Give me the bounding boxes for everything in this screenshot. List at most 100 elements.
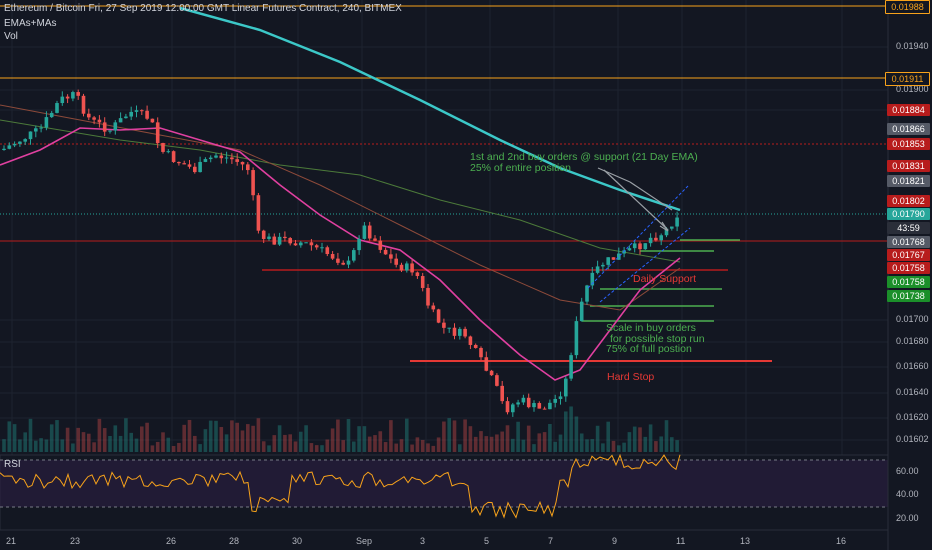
candle-body xyxy=(468,336,473,345)
volume-bar xyxy=(198,444,202,452)
candle-body xyxy=(410,263,414,273)
volume-bar xyxy=(352,441,356,452)
indicator-volume-label[interactable]: Vol xyxy=(4,31,18,42)
candle-body xyxy=(564,378,568,397)
grid xyxy=(0,0,888,530)
candle-body xyxy=(357,238,361,251)
candle-body xyxy=(505,401,510,413)
volume-bar xyxy=(590,439,595,452)
price-tag: 0.01911 xyxy=(885,72,930,86)
volume-bar xyxy=(12,424,17,452)
indicator-emas-label[interactable]: EMAs+MAs xyxy=(4,18,57,29)
volume-bar xyxy=(495,434,499,452)
volume-bar xyxy=(585,439,589,452)
volume-bar xyxy=(601,443,605,452)
volume-bar xyxy=(81,432,86,452)
candle-body xyxy=(352,250,356,261)
candle-body xyxy=(670,226,674,229)
volume-bar xyxy=(632,426,637,452)
annotation-daily-support: Daily Support xyxy=(633,273,697,285)
volume-bar xyxy=(246,424,250,452)
volume-bar xyxy=(134,438,139,452)
volume-bar xyxy=(431,445,436,452)
candle-body xyxy=(113,122,118,131)
volume-bar xyxy=(18,439,22,452)
volume-bar xyxy=(97,418,102,452)
candle-body xyxy=(214,155,218,158)
candle-body xyxy=(65,96,70,99)
volume-bar xyxy=(511,438,515,452)
price-tag: 0.01767 xyxy=(887,249,930,261)
candlesticks xyxy=(2,89,679,417)
time-tick-label: 13 xyxy=(740,536,751,546)
volume-bar xyxy=(145,422,149,452)
volume-bar xyxy=(330,428,335,452)
candle-body xyxy=(166,151,171,153)
price-tag: 0.01988 xyxy=(885,0,930,14)
candle-body xyxy=(399,264,404,271)
rsi-tick-label: 40.00 xyxy=(896,489,919,499)
candle-body xyxy=(415,272,420,277)
candle-body xyxy=(632,243,637,249)
candle-body xyxy=(187,164,192,167)
volume-bar xyxy=(622,442,626,452)
candle-body xyxy=(240,161,245,165)
candle-body xyxy=(675,217,679,227)
candle-body xyxy=(314,245,319,248)
time-tick-label: 26 xyxy=(166,536,177,546)
volume-bar xyxy=(124,418,128,452)
candle-body xyxy=(34,128,38,132)
time-tick-label: Sep xyxy=(356,536,373,546)
level-lines xyxy=(0,5,888,362)
candle-body xyxy=(129,111,133,117)
candle-body xyxy=(277,236,282,245)
volume-bar xyxy=(314,445,319,452)
candle-body xyxy=(659,235,663,241)
volume-bar xyxy=(277,425,282,452)
candle-body xyxy=(579,301,584,322)
volume-bar xyxy=(55,420,59,452)
candle-body xyxy=(373,238,377,241)
price-tag: 0.01821 xyxy=(887,175,930,187)
price-tick-label: 0.01680 xyxy=(896,336,929,346)
annotation-buy-orders-line1: 1st and 2nd buy orders @ support (21 Day… xyxy=(470,151,698,163)
volume-bar xyxy=(542,432,547,452)
volume-bar xyxy=(670,437,674,452)
candle-body xyxy=(574,321,579,356)
volume-bar xyxy=(426,443,430,452)
volume-bar xyxy=(76,427,80,452)
volume-bar xyxy=(65,427,70,452)
volume-bar xyxy=(526,425,531,452)
price-tag: 0.01758 xyxy=(887,262,930,274)
annotation-scale-line1: Scale in buy orders xyxy=(606,322,696,334)
volume-bar xyxy=(463,419,467,452)
volume-bar xyxy=(606,421,610,452)
volume-bar xyxy=(92,442,96,452)
volume-bar xyxy=(357,426,361,452)
candle-body xyxy=(92,117,96,120)
candle-body xyxy=(18,141,22,144)
candle-body xyxy=(389,254,393,259)
volume-bar xyxy=(129,432,133,452)
price-tag: 0.01758 xyxy=(887,276,930,288)
price-tick-label: 0.01660 xyxy=(896,361,929,371)
volume-bar xyxy=(378,431,383,452)
candle-body xyxy=(643,243,648,250)
volume-bar xyxy=(108,435,112,452)
candle-body xyxy=(442,322,446,328)
volume-bar xyxy=(484,436,489,452)
price-tick-label: 0.01900 xyxy=(896,84,929,94)
candle-body xyxy=(219,155,224,159)
chart-title: Ethereum / Bitcoin Fri, 27 Sep 2019 12:0… xyxy=(4,3,402,14)
candle-body xyxy=(261,230,266,239)
price-tag: 43:59 xyxy=(887,222,930,234)
volume-bars xyxy=(2,406,679,452)
candle-body xyxy=(484,357,489,371)
rsi-label[interactable]: RSI xyxy=(4,459,21,470)
candle-body xyxy=(601,264,605,267)
candle-body xyxy=(569,355,573,379)
candle-body xyxy=(134,110,139,112)
volume-bar xyxy=(193,435,197,452)
volume-bar xyxy=(166,437,171,452)
